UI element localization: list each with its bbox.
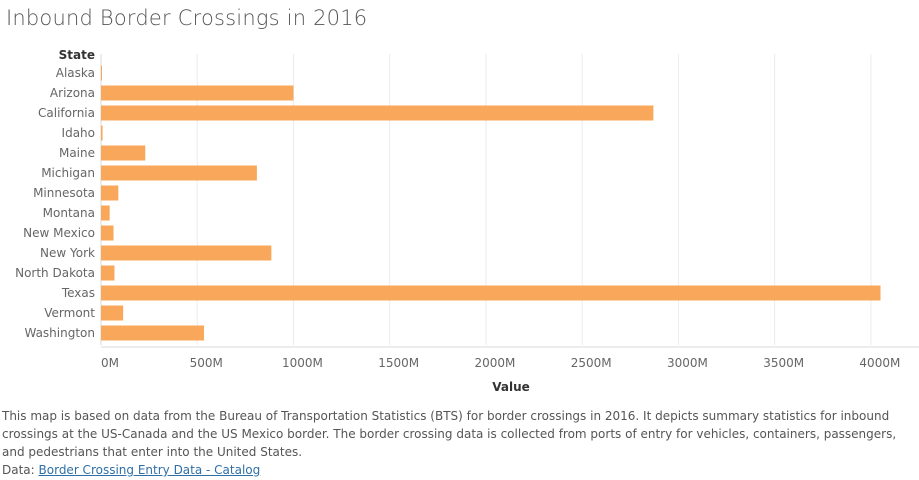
chart-title: Inbound Border Crossings in 2016	[6, 6, 368, 30]
category-label: North Dakota	[15, 266, 95, 280]
description-block: This map is based on data from the Burea…	[2, 407, 917, 479]
bar	[101, 225, 114, 241]
bar	[101, 265, 115, 281]
bar	[101, 65, 102, 81]
bar-chart: State Alaska Arizona California Idaho Maine Mi…	[15, 48, 919, 394]
x-axis-title: Value	[492, 380, 530, 394]
category-label: Arizona	[50, 86, 95, 100]
category-label: Idaho	[62, 126, 95, 140]
x-tick-label: 2500M	[571, 356, 612, 370]
bar	[101, 205, 110, 221]
x-tick-label: 4000M	[859, 356, 900, 370]
category-label: Washington	[24, 326, 95, 340]
bar	[101, 305, 124, 321]
category-label: New Mexico	[23, 226, 95, 240]
category-label: Texas	[61, 286, 95, 300]
data-source-line: Data: Border Crossing Entry Data - Catal…	[2, 461, 917, 479]
x-tick-label: 1500M	[378, 356, 419, 370]
category-label: New York	[40, 246, 95, 260]
x-tick-label: 2000M	[474, 356, 515, 370]
chart-area: State Alaska Arizona California Idaho Maine Mi…	[0, 40, 919, 400]
bar	[101, 185, 119, 201]
data-source-link[interactable]: Border Crossing Entry Data - Catalog	[38, 463, 261, 477]
bar	[101, 285, 881, 301]
bar	[101, 125, 103, 141]
y-axis-title: State	[59, 48, 95, 62]
category-label: California	[38, 106, 95, 120]
bar	[101, 165, 257, 181]
category-label: Minnesota	[33, 186, 95, 200]
x-tick-label: 3000M	[667, 356, 708, 370]
x-tick-label: 3500M	[763, 356, 804, 370]
x-tick-label: 0M	[101, 356, 119, 370]
category-label: Maine	[59, 146, 95, 160]
bar	[101, 85, 294, 101]
bar	[101, 105, 654, 121]
bar	[101, 245, 272, 261]
x-tick-label: 500M	[190, 356, 223, 370]
category-label: Vermont	[44, 306, 95, 320]
bar	[101, 145, 146, 161]
bar	[101, 325, 204, 341]
category-label: Alaska	[56, 66, 95, 80]
category-label: Montana	[43, 206, 95, 220]
description-text: This map is based on data from the Burea…	[2, 409, 897, 459]
x-tick-label: 1000M	[282, 356, 323, 370]
category-label: Michigan	[41, 166, 95, 180]
data-source-prefix: Data:	[2, 463, 39, 477]
